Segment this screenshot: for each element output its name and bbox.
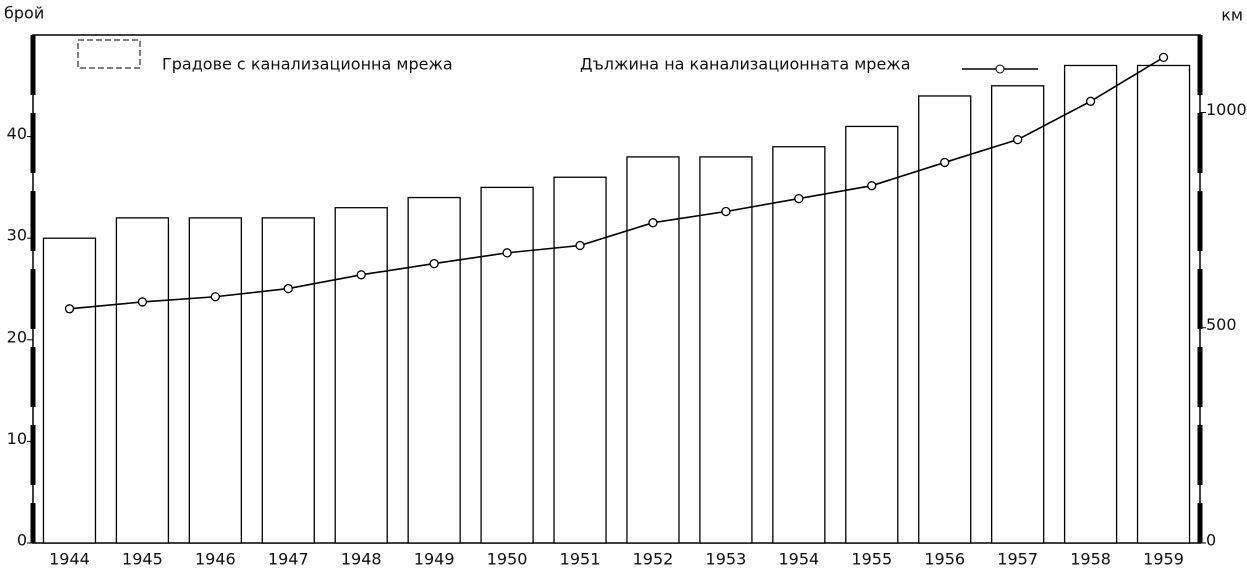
line-marker [502,248,512,258]
x-tick-label: 1949 [414,550,455,569]
x-tick-label: 1944 [49,550,90,569]
legend-line-marker [995,64,1005,74]
line-marker [356,270,366,280]
line-marker [575,240,585,251]
legend-label: Дължина на канализационната мрежа [580,55,911,74]
bar [42,237,97,544]
y2-axis-label: км [1221,6,1243,25]
y-tick-label: 0 [17,531,27,550]
y-tick-label: 30 [7,226,27,245]
x-tick-label: 1953 [706,550,747,569]
line [69,56,1164,310]
x-tick-label: 1946 [195,550,236,569]
bar [261,217,315,544]
line-marker [429,258,439,269]
x-tick-label: 1954 [778,550,819,569]
y2-tick-label: 0 [1206,531,1216,550]
bar [188,217,242,544]
bar [918,95,972,544]
bar [1063,64,1118,544]
line-marker [867,181,877,191]
line-marker [1158,52,1169,63]
x-tick-label: 1952 [633,550,674,569]
legend-bar-swatch [77,39,141,69]
x-tick-label: 1950 [487,550,528,569]
line-marker [210,292,220,302]
line-marker [283,283,293,294]
x-tick-label: 1959 [1143,550,1184,569]
y2-tick-label: 1000 [1206,100,1247,119]
x-tick-label: 1958 [1070,550,1111,569]
bar [626,156,680,544]
x-tick-label: 1951 [560,550,601,569]
bar [772,146,826,544]
line-marker [1013,134,1023,145]
x-tick-label: 1957 [997,550,1038,569]
x-tick-label: 1956 [924,550,965,569]
x-tick-label: 1955 [851,550,892,569]
legend-label: Градове с канализационна мрежа [162,55,453,74]
bar [334,207,388,544]
y-tick-label: 40 [7,124,27,143]
x-tick-label: 1947 [268,550,309,569]
bar [1136,64,1191,544]
bar [480,186,534,544]
bar [991,85,1045,544]
bar [699,156,753,544]
bar [407,196,461,544]
y-tick-label: 10 [7,429,27,448]
y2-tick-label: 500 [1206,315,1237,334]
line-marker [940,157,950,168]
line-marker [1085,96,1096,106]
line-marker [648,218,658,228]
y-axis-label: брой [4,4,44,23]
line-marker [64,304,75,314]
line-marker [137,297,148,307]
x-tick-label: 1945 [122,550,163,569]
bar [553,176,607,544]
x-tick-label: 1948 [341,550,382,569]
bar [115,217,170,544]
y-tick-label: 20 [7,327,27,346]
bar [845,125,899,544]
line-marker [721,206,731,217]
line-marker [794,193,804,204]
